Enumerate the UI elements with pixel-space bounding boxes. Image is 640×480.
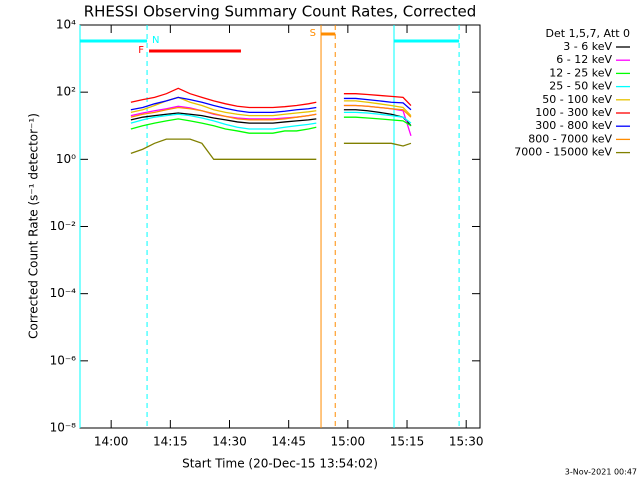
- series-line: [130, 87, 317, 109]
- x-tick-label: 14:45: [271, 435, 306, 449]
- legend-label: 6 - 12 keV: [556, 53, 612, 66]
- series-line: [130, 118, 317, 134]
- legend-label: 12 - 25 keV: [549, 66, 612, 79]
- legend-label: 800 - 7000 keV: [528, 132, 612, 145]
- series-line: [343, 142, 412, 147]
- y-tick-label: 10²: [56, 85, 76, 99]
- y-tick-label: 10⁻⁴: [50, 286, 77, 300]
- series-line: [130, 138, 317, 160]
- x-tick-label: 14:00: [94, 435, 129, 449]
- interval-label: S: [310, 28, 316, 39]
- series-line: [130, 96, 317, 114]
- series-line: [343, 111, 412, 124]
- legend-label: 100 - 300 keV: [535, 106, 612, 119]
- legend-label: 3 - 6 keV: [563, 40, 612, 53]
- series-line: [343, 116, 412, 127]
- series-line: [130, 113, 317, 130]
- series-line: [130, 112, 317, 124]
- legend-title: Det 1,5,7, Att 0: [546, 27, 630, 40]
- interval-label: N: [152, 35, 159, 46]
- interval-label: F: [138, 45, 144, 56]
- y-tick-label: 10⁴: [56, 18, 76, 32]
- series-line: [343, 100, 412, 117]
- x-axis-label: Start Time (20-Dec-15 13:54:02): [182, 457, 378, 471]
- series-line: [130, 106, 317, 121]
- legend-label: 50 - 100 keV: [542, 93, 612, 106]
- footer: 3-Nov-2021 00:47: [565, 468, 637, 477]
- x-tick-label: 14:15: [153, 435, 188, 449]
- series-line: [343, 97, 412, 111]
- x-tick-label: 15:30: [449, 435, 484, 449]
- y-tick-label: 10⁻⁸: [50, 421, 77, 435]
- x-tick-label: 15:00: [331, 435, 366, 449]
- legend-label: 7000 - 15000 keV: [514, 146, 612, 159]
- series-line: [343, 104, 412, 118]
- y-tick-label: 10⁰: [56, 152, 76, 166]
- x-tick-label: 15:15: [390, 435, 425, 449]
- series-line: [343, 93, 412, 106]
- x-tick-label: 14:30: [212, 435, 247, 449]
- legend-label: 25 - 50 keV: [549, 80, 612, 93]
- y-tick-label: 10⁻⁶: [50, 353, 77, 367]
- y-axis-label: Corrected Count Rate (s⁻¹ detector⁻¹): [27, 113, 41, 339]
- y-tick-label: 10⁻²: [50, 219, 77, 233]
- chart-title: RHESSI Observing Summary Count Rates, Co…: [84, 3, 477, 21]
- legend-label: 300 - 800 keV: [535, 119, 612, 132]
